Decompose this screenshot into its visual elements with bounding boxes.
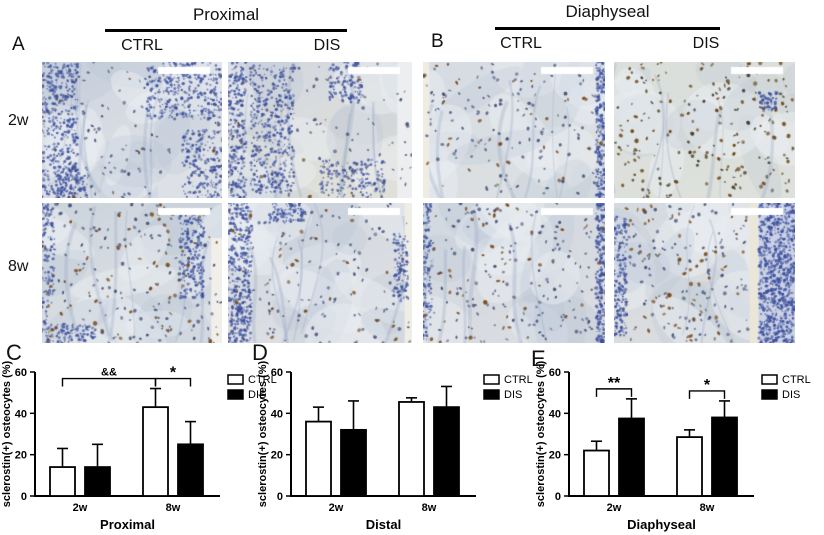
micrograph-diaphyseal-2w-ctrl xyxy=(423,62,605,198)
svg-text:Distal: Distal xyxy=(366,517,401,532)
chart-d-letter: D xyxy=(252,340,268,365)
svg-text:CTRL: CTRL xyxy=(782,374,811,386)
svg-text:DIS: DIS xyxy=(782,389,800,401)
svg-text:sclerostin(+) osteocytes (%): sclerostin(+) osteocytes (%) xyxy=(1,360,13,507)
svg-text:0: 0 xyxy=(21,491,27,503)
svg-text:20: 20 xyxy=(271,450,283,462)
panel-a-col-label-dis: DIS xyxy=(313,37,341,54)
svg-text:40: 40 xyxy=(271,408,283,420)
svg-text:2w: 2w xyxy=(73,502,88,514)
panel-a-region-title: Proximal xyxy=(192,5,260,24)
micrograph-proximal-8w-ctrl xyxy=(42,203,222,343)
chart-e-letter: E xyxy=(531,346,546,371)
svg-text:*: * xyxy=(170,365,177,382)
panel-b-underline xyxy=(495,27,720,30)
svg-text:sclerostin(+) osteocytes (%): sclerostin(+) osteocytes (%) xyxy=(257,360,269,507)
svg-text:0: 0 xyxy=(277,491,283,503)
svg-text:60: 60 xyxy=(271,367,283,379)
svg-text:0: 0 xyxy=(555,491,561,503)
svg-text:20: 20 xyxy=(15,450,27,462)
svg-text:2w: 2w xyxy=(329,502,344,514)
svg-text:CTRL: CTRL xyxy=(504,374,533,386)
chart-c-letter: C xyxy=(6,340,22,365)
row-label-2w: 2w xyxy=(8,112,29,129)
svg-text:Proximal: Proximal xyxy=(100,517,155,532)
svg-text:40: 40 xyxy=(15,408,27,420)
micrograph-proximal-8w-dis xyxy=(228,203,412,343)
svg-text:Diaphyseal: Diaphyseal xyxy=(627,517,696,532)
micrograph-proximal-2w-ctrl xyxy=(42,62,222,198)
svg-text:*: * xyxy=(704,377,711,394)
svg-text:sclerostin(+) osteocytes (%): sclerostin(+) osteocytes (%) xyxy=(535,360,547,507)
svg-text:**: ** xyxy=(608,375,621,392)
svg-text:DIS: DIS xyxy=(248,389,266,401)
svg-text:8w: 8w xyxy=(422,502,437,514)
panel-a-underline xyxy=(105,29,347,32)
svg-text:DIS: DIS xyxy=(504,389,522,401)
svg-text:40: 40 xyxy=(549,408,561,420)
panel-b-region-title: Diaphyseal xyxy=(565,2,650,21)
micrograph-diaphyseal-2w-dis xyxy=(614,62,795,198)
svg-text:20: 20 xyxy=(549,450,561,462)
panel-b-col-label-ctrl: CTRL xyxy=(500,35,542,52)
svg-text:60: 60 xyxy=(15,367,27,379)
panel-a-letter: A xyxy=(12,34,25,55)
row-label-8w: 8w xyxy=(8,258,29,275)
panel-b-letter: B xyxy=(431,31,444,52)
svg-text:&&: && xyxy=(101,367,117,379)
svg-text:8w: 8w xyxy=(700,502,715,514)
svg-text:2w: 2w xyxy=(607,502,622,514)
svg-text:CTRL: CTRL xyxy=(248,374,277,386)
svg-text:8w: 8w xyxy=(166,502,181,514)
micrograph-diaphyseal-8w-dis xyxy=(614,203,795,343)
panel-b-col-label-dis: DIS xyxy=(692,35,720,52)
panel-a-col-label-ctrl: CTRL xyxy=(121,37,163,54)
micrograph-proximal-2w-dis xyxy=(228,62,412,198)
micrograph-diaphyseal-8w-ctrl xyxy=(423,203,605,343)
svg-text:60: 60 xyxy=(549,367,561,379)
